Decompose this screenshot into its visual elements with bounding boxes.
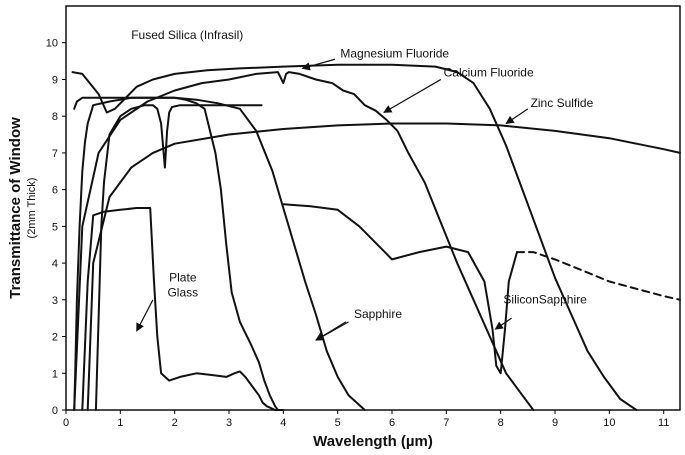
y-axis-title: Transmittance of Window <box>7 117 24 299</box>
axis-ticks: 0 1 2 3 4 5 6 7 8 9 10 11 0 1 2 3 4 5 6 7 8 9 10 <box>46 38 670 429</box>
series-label: Zinc Sulfide <box>531 96 594 110</box>
x-tick-label: 7 <box>443 417 449 429</box>
annotation-arrow <box>505 108 529 125</box>
x-tick-label: 4 <box>280 417 286 429</box>
annotation-arrows <box>136 58 529 341</box>
x-tick-label: 3 <box>226 417 232 429</box>
x-tick-label: 10 <box>603 417 615 429</box>
x-tick-label: 6 <box>389 417 395 429</box>
x-tick-label: 2 <box>172 417 178 429</box>
series-line <box>94 104 263 411</box>
series-line <box>516 251 681 301</box>
series-line <box>73 96 279 411</box>
x-tick-label: 8 <box>498 417 504 429</box>
series-label: Magnesium Fluoride <box>340 46 449 60</box>
plot-frame <box>65 5 681 411</box>
series-line <box>81 207 285 411</box>
annotation-arrow <box>136 299 154 332</box>
y-tick-label: 4 <box>52 258 58 270</box>
series-lines <box>71 63 681 411</box>
series-label: SiliconSapphire <box>503 292 587 306</box>
x-tick-label: 9 <box>552 417 558 429</box>
annotation-arrow <box>301 58 336 71</box>
y-tick-label: 2 <box>52 332 58 344</box>
x-tick-label: 0 <box>63 417 69 429</box>
annotation-arrow <box>383 78 442 114</box>
y-tick-label: 3 <box>52 295 58 307</box>
series-line <box>71 63 638 411</box>
y-tick-label: 6 <box>52 185 58 197</box>
y-axis-subtitle: (2mm Thick) <box>26 178 38 239</box>
x-tick-label: 11 <box>658 417 669 429</box>
series-label: Sapphire <box>354 307 402 321</box>
series-line <box>73 96 366 411</box>
series-label: Glass <box>167 285 198 299</box>
x-tick-label: 1 <box>117 417 123 429</box>
series-label: Calcium Fluoride <box>444 66 534 80</box>
series-label: Plate <box>169 270 197 284</box>
y-tick-label: 8 <box>52 111 58 123</box>
annotation-arrow <box>494 317 512 330</box>
x-axis-title: Wavelength (µm) <box>313 433 433 450</box>
series-line <box>73 71 535 411</box>
series-label: Fused Silica (Infrasil) <box>131 28 243 42</box>
y-tick-label: 5 <box>52 221 58 233</box>
x-tick-label: 5 <box>335 417 341 429</box>
y-tick-label: 9 <box>52 74 58 86</box>
annotation-arrow <box>315 321 349 341</box>
series-line <box>282 203 518 375</box>
y-tick-label: 10 <box>46 38 58 50</box>
series-line <box>86 122 681 411</box>
y-tick-label: 0 <box>52 405 58 417</box>
y-tick-label: 1 <box>52 368 58 380</box>
y-tick-label: 7 <box>52 148 58 160</box>
